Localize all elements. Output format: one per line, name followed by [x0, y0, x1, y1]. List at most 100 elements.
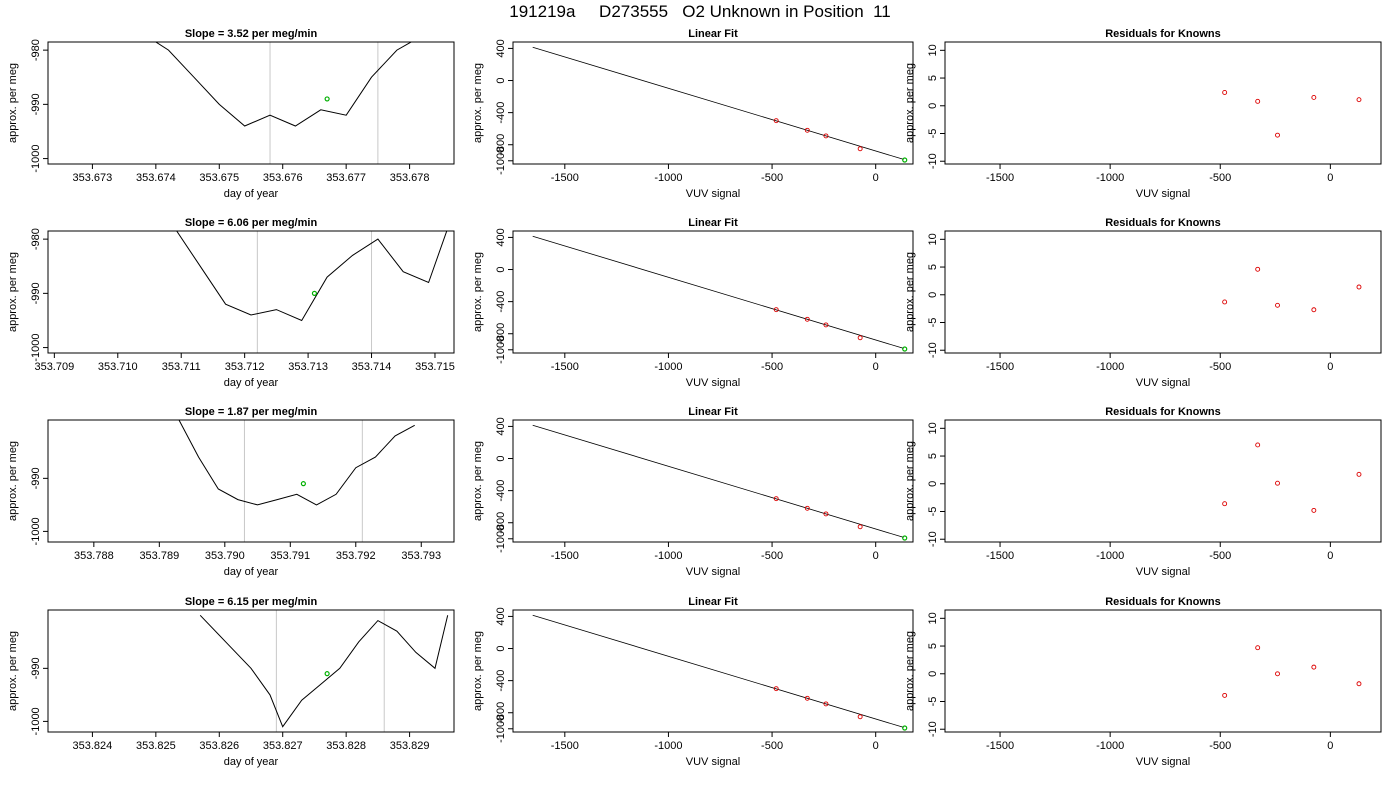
known-point — [1255, 266, 1261, 272]
y-tick-label: -990 — [30, 467, 42, 489]
chart-title: Residuals for Knowns — [1105, 28, 1221, 40]
y-tick-label: 5 — [927, 643, 939, 649]
known-point — [1255, 442, 1261, 448]
y-axis-label: approx. per meg — [904, 63, 916, 143]
highlight-point — [300, 481, 306, 487]
x-tick-label: 353.824 — [73, 740, 113, 752]
fit-line — [532, 614, 904, 728]
y-tick-label: -400 — [495, 480, 507, 502]
known-point — [823, 701, 829, 707]
y-tick-label: 0 — [495, 77, 507, 83]
x-tick-label: 353.825 — [136, 740, 176, 752]
known-point — [773, 496, 779, 502]
y-tick-label: -1000 — [30, 145, 42, 173]
x-tick-label: 353.828 — [326, 740, 366, 752]
known-point — [1356, 97, 1362, 103]
y-axis-label: approx. per meg — [904, 631, 916, 711]
unknown-point — [902, 346, 908, 352]
plot-frame — [47, 609, 455, 733]
figure-title: 191219a D273555 O2 Unknown in Position 1… — [509, 2, 891, 21]
data-series-line — [154, 42, 413, 127]
y-tick-label: 10 — [927, 233, 939, 245]
y-tick-label: -990 — [30, 93, 42, 115]
y-tick-label: 5 — [927, 75, 939, 81]
known-point — [1356, 681, 1362, 687]
x-tick-label: -1000 — [654, 361, 682, 373]
chart-panel-12: Residuals for Knowns VUV signal approx. pe… — [904, 596, 1382, 768]
chart-panel-5: Linear Fit VUV signal approx. per meg -1500… — [472, 217, 914, 389]
y-tick-label: 0 — [927, 481, 939, 487]
y-tick-label: -1000 — [495, 336, 507, 364]
highlight-point — [324, 96, 330, 102]
known-point — [1311, 664, 1317, 670]
known-point — [1311, 507, 1317, 513]
known-point — [1275, 132, 1280, 138]
x-tick-label: -1000 — [654, 550, 682, 562]
known-point — [1311, 95, 1317, 100]
known-point — [804, 505, 810, 511]
chart-title: Residuals for Knowns — [1105, 406, 1221, 418]
y-tick-label: -10 — [927, 721, 939, 737]
y-tick-label: -980 — [30, 228, 42, 250]
y-tick-label: 0 — [495, 455, 507, 461]
plot-frame — [47, 230, 455, 354]
chart-title: Linear Fit — [688, 28, 738, 40]
x-tick-label: 353.788 — [74, 550, 114, 562]
plot-frame — [512, 230, 914, 354]
y-axis-label: approx. per meg — [7, 252, 19, 332]
plot-frame — [47, 419, 455, 543]
known-point — [1356, 471, 1362, 477]
x-tick-label: -1500 — [551, 172, 579, 184]
y-tick-label: -400 — [495, 291, 507, 313]
known-point — [1222, 90, 1228, 95]
y-axis-label: approx. per meg — [472, 252, 484, 332]
x-tick-label: 353.793 — [401, 550, 441, 562]
plot-frame — [512, 609, 914, 733]
x-tick-label: 353.710 — [98, 361, 138, 373]
y-tick-label: -10 — [927, 531, 939, 547]
x-tick-label: -500 — [761, 172, 783, 184]
chart-panel-8: Linear Fit VUV signal approx. per meg -1500… — [472, 406, 914, 578]
y-tick-label: -980 — [30, 39, 42, 61]
x-tick-label: 353.713 — [288, 361, 328, 373]
known-point — [773, 118, 779, 124]
x-tick-label: -1000 — [1096, 550, 1124, 562]
x-tick-label: 353.791 — [270, 550, 310, 562]
y-axis-label: approx. per meg — [7, 63, 19, 143]
x-axis-label: day of year — [224, 566, 279, 578]
x-tick-label: 353.674 — [136, 172, 176, 184]
chart-panel-4: Slope = 6.06 per meg/min day of year appro… — [7, 217, 455, 389]
chart-panel-10: Slope = 6.15 per meg/min day of year appro… — [7, 596, 455, 768]
plot-frame — [512, 419, 914, 543]
y-tick-label: -400 — [495, 670, 507, 692]
y-tick-label: -800 — [495, 323, 507, 345]
x-axis-label: VUV signal — [1136, 756, 1190, 768]
y-tick-label: 0 — [927, 103, 939, 109]
y-tick-label: 10 — [927, 612, 939, 624]
x-tick-label: 353.675 — [199, 172, 239, 184]
x-axis-label: VUV signal — [686, 377, 740, 389]
x-tick-label: -1500 — [551, 361, 579, 373]
x-tick-label: 353.790 — [205, 550, 245, 562]
y-tick-label: -5 — [927, 318, 939, 328]
known-point — [1275, 480, 1280, 486]
known-point — [857, 146, 863, 152]
y-tick-label: 5 — [927, 264, 939, 270]
known-point — [773, 307, 779, 313]
plot-frame — [944, 609, 1382, 733]
y-tick-label: -10 — [927, 153, 939, 169]
data-series-line — [178, 420, 415, 506]
chart-title: Linear Fit — [688, 596, 738, 608]
y-tick-label: -400 — [495, 102, 507, 124]
x-axis-label: VUV signal — [1136, 188, 1190, 200]
known-point — [1255, 645, 1261, 651]
x-tick-label: -500 — [1209, 550, 1231, 562]
known-point — [804, 695, 810, 701]
x-tick-label: -1000 — [1096, 740, 1124, 752]
x-tick-label: 353.792 — [336, 550, 376, 562]
x-tick-label: 353.715 — [415, 361, 455, 373]
x-tick-label: 0 — [873, 550, 879, 562]
plot-frame — [944, 41, 1382, 165]
known-point — [823, 133, 829, 139]
known-point — [1275, 302, 1280, 308]
